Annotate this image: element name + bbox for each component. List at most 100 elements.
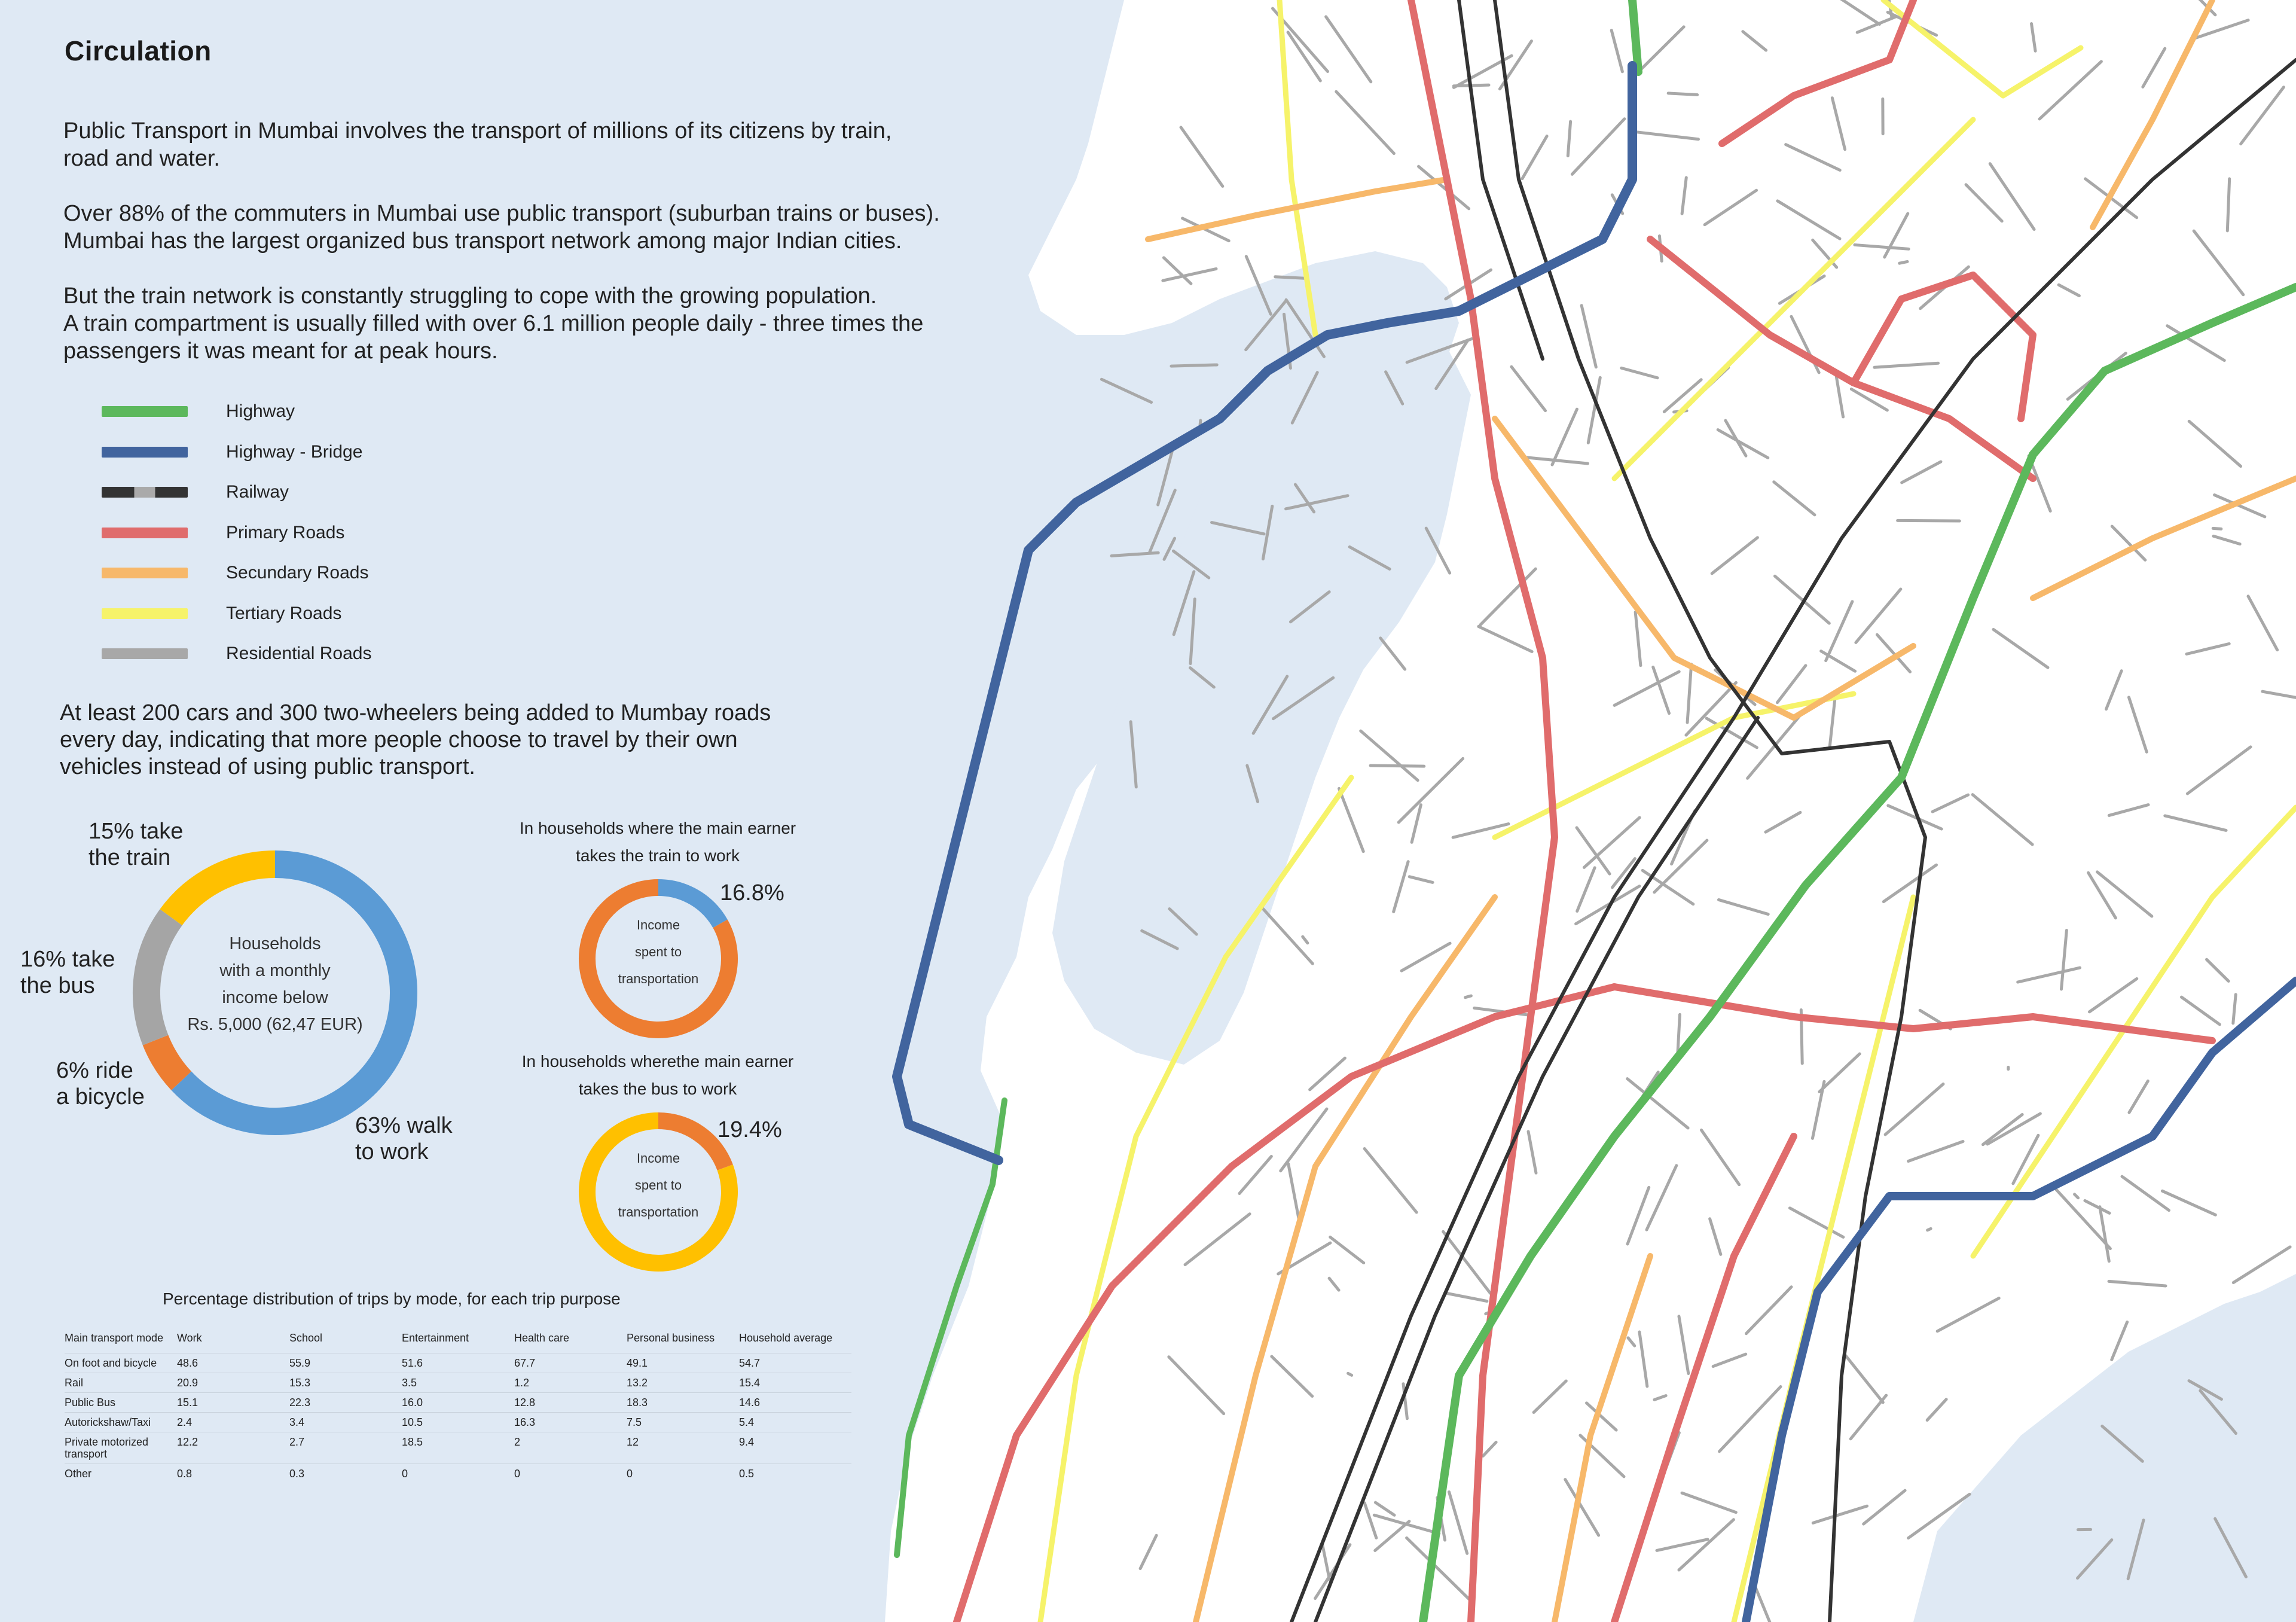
residential-road [1397,757,1465,824]
trips-table-title: Percentage distribution of trips by mode… [163,1289,621,1308]
legend-item-residential-roads: Residential Roads [102,642,371,666]
residential-road [1855,15,1898,34]
primary-road [953,983,1618,1622]
residential-road [1363,1501,1378,1539]
table-cell: 51.6 [402,1353,514,1373]
residential-road [1434,339,1470,391]
residential-road [1405,337,1474,364]
residential-road [1680,1491,1738,1514]
residential-road [2212,534,2242,546]
legend-item-primary-roads: Primary Roads [102,521,344,545]
residential-road [2180,995,2221,1026]
residential-road [1810,1080,1826,1140]
residential-road [1610,29,1624,74]
residential-road [1347,1371,1354,1377]
residential-road [1521,135,1549,181]
residential-road [1238,1154,1273,1195]
residential-road [1324,15,1373,84]
table-header-row: Main transport mode Work School Entertai… [65,1329,851,1353]
residential-road [2107,1279,2167,1288]
residential-road [2127,696,2148,754]
highway [1628,0,1642,76]
residential-road [1167,1355,1226,1416]
residential-road [1971,793,2034,846]
residential-road [2166,324,2226,362]
income-donut-chart [133,850,417,1135]
residential-road [2083,1199,2111,1215]
residential-road [2096,870,2154,918]
donut-slice-bicycle [142,1035,192,1090]
residential-road [1284,494,1349,511]
secondary-road [1193,894,1498,1622]
residential-road [1784,143,1842,172]
legend-label: Tertiary Roads [226,603,342,623]
table-cell: 13.2 [627,1373,739,1393]
residential-road [1684,681,1738,737]
residential-road [1400,941,1452,972]
residential-road [1655,1538,1709,1552]
residential-road [1586,376,1602,445]
residential-road [1844,1354,1885,1404]
land-area [885,0,2296,1622]
residential-road [2185,642,2231,655]
residential-road [1464,994,1473,999]
residential-road [1170,363,1219,368]
highway-bridge [892,61,1637,1165]
residential-road [2127,1079,2150,1114]
residential-road [1335,90,1396,156]
residential-road [1854,587,1903,644]
legend-swatch [102,648,188,659]
residential-road [1620,366,1659,380]
residential-road [2098,1205,2111,1263]
residential-road [1162,256,1193,285]
residential-road [2060,929,2068,991]
table-cell: 0.8 [177,1464,289,1483]
table-cell: 12.2 [177,1432,289,1464]
residential-road [1417,164,1471,211]
table-row: Public Bus 15.1 22.3 16.0 12.8 18.3 14.6 [65,1392,851,1413]
table-cell: 15.3 [289,1373,402,1393]
residential-road [1210,521,1266,536]
table-cell: 5.4 [739,1412,851,1432]
residential-road [1626,1336,1636,1347]
table-cell: 12 [627,1432,739,1464]
residential-road [1653,1394,1668,1401]
residential-road [1819,650,1857,673]
residential-road [1676,1013,1681,1057]
tertiary-road [1611,117,1976,481]
residential-road [1634,610,1642,667]
residential-road [1677,1518,1735,1572]
residential-road [1882,863,1938,904]
residential-road [1775,664,1808,705]
table-cell: 22.3 [289,1392,402,1413]
residential-road [1862,1489,1907,1526]
residential-road [1279,1107,1329,1173]
residential-road [1828,697,1837,748]
residential-road [1931,793,1970,813]
table-cell: 67.7 [514,1353,627,1373]
residential-road [1981,1112,2024,1147]
residential-road [1653,839,1709,894]
residential-road [1198,419,1202,426]
residential-road [1189,666,1216,689]
secondary-road [2090,0,2215,230]
donut-center-text: Income spent to transportation [618,1151,699,1219]
railway-line [1290,58,2296,1622]
secondary-road [2030,475,2296,601]
legend-label: Residential Roads [226,644,372,663]
residential-road [1183,1212,1251,1267]
table-row-label: Rail [65,1373,177,1393]
residential-road [2073,1193,2080,1200]
donut-center-text: Households with a monthly income below R… [187,934,363,1034]
residential-road [1329,1235,1366,1265]
residential-road [1926,1227,1932,1232]
table-row-label: On foot and bicycle [65,1353,177,1373]
residential-road [1611,857,1636,889]
legend-swatch [102,568,188,578]
slice-label-train: 15% take the train [88,819,184,870]
trips-table: Main transport mode Work School Entertai… [65,1329,851,1483]
railway-line [1314,716,1760,1622]
slice-label-bicycle: 6% ride a bicycle [56,1058,145,1109]
residential-road [2192,229,2245,297]
residential-road [2225,177,2231,233]
